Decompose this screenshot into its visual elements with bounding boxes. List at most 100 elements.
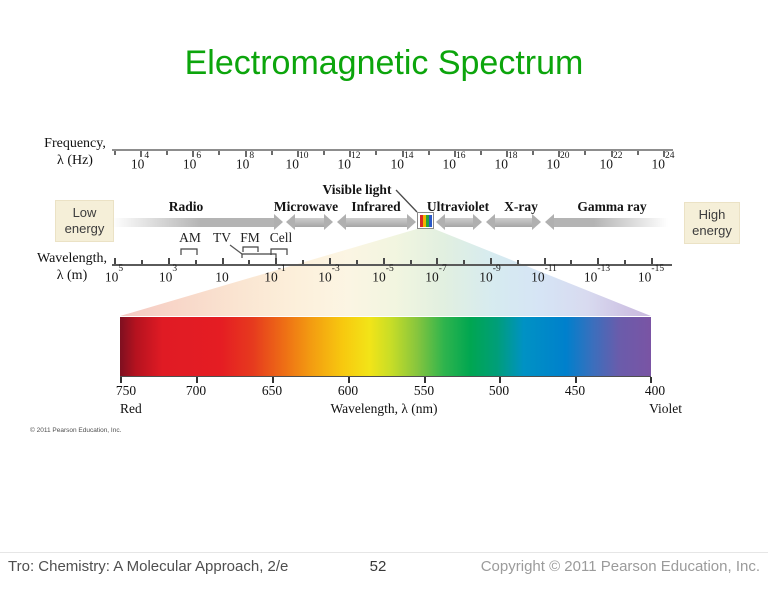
axis-tick-mark [410,260,412,264]
figure-credit: © 2011 Pearson Education, Inc. [30,427,122,434]
radio-band-label: Radio [168,199,204,214]
axis-tick-mark [218,151,220,155]
axis-tick-mark [348,377,350,383]
axis-tick-mark [329,258,331,264]
nm-tick-label: 750 [115,383,137,398]
visible-light-label: Visible light [322,182,392,197]
axis-tick-mark [570,260,572,264]
axis-tick-mark [275,258,277,264]
radio-subband-label-tv: TV [213,230,231,245]
swatch-blue-stripe [428,214,432,227]
axis-tick-mark [196,377,198,383]
frequency-axis-label-line1: Frequency, [44,136,106,151]
high-energy-label-line1: High [698,207,726,222]
axis-tick-mark [624,260,626,264]
axis-tick-mark [114,151,116,155]
radio-subband-label-fm: FM [240,230,260,245]
infrared-band-label: Infrared [351,199,401,214]
nm-tick-label: 650 [261,383,283,398]
wave-tick-label: 103 [158,264,178,285]
cell-range-bracket [270,248,288,255]
gamma-left-arrowhead-icon [545,214,554,230]
swatch-green-stripe [425,214,429,227]
wave-tick-label: 10-9 [479,264,501,285]
axis-tick-mark [248,260,250,264]
axis-tick-mark [195,260,197,264]
axis-tick-mark [663,151,665,157]
axis-tick-mark [499,377,501,383]
tv-pointer-line [229,244,243,255]
wave-tick-label: 10-1 [264,264,286,285]
high-energy-box: High energy [684,202,740,244]
axis-tick-mark [611,151,613,157]
axis-tick-mark [323,151,325,155]
freq-tick-label: 1024 [651,151,675,172]
xray-band-label: X-ray [504,199,538,214]
axis-tick-mark [506,151,508,157]
microwave-band-label: Microwave [273,199,339,214]
wave-tick-label: 10-7 [425,264,447,285]
visible-light-swatch [417,212,434,229]
axis-tick-mark [297,151,299,157]
freq-tick-label: 1014 [390,151,414,172]
nm-tick-label: 400 [644,383,666,398]
freq-tick-label: 1010 [285,151,309,172]
ultraviolet-band-bar [445,218,473,227]
visible-spectrum-bar [120,317,651,377]
low-energy-label-line1: Low [72,205,97,220]
axis-tick-mark [222,258,224,264]
axis-tick-mark [532,151,534,155]
wave-tick-label: 10 [215,269,229,285]
axis-tick-mark [517,260,519,264]
axis-tick-mark [558,151,560,157]
axis-tick-mark [463,260,465,264]
wavelength-axis-label-line2: λ (m) [56,268,88,283]
axis-tick-mark [436,258,438,264]
axis-tick-mark [637,151,639,155]
axis-tick-mark [245,151,247,157]
wavelength-axis-label-line1: Wavelength, [36,251,107,266]
freq-tick-label: 1018 [494,151,518,172]
axis-tick-mark [424,377,426,383]
axis-tick-mark [120,377,122,383]
footer-page-number: 52 [369,558,387,575]
ultraviolet-right-arrowhead-icon [473,214,482,230]
nm-tick-label: 450 [564,383,586,398]
freq-tick-label: 1012 [337,151,361,172]
swatch-red-stripe [419,214,423,227]
frequency-axis-line [112,149,673,151]
wave-tick-label: 105 [104,264,124,285]
low-energy-label-line2: energy [64,221,105,236]
axis-tick-mark [114,258,116,264]
axis-tick-mark [271,151,273,155]
nm-tick-label: 700 [185,383,207,398]
fm-range-bracket [242,246,259,252]
low-energy-box: Low energy [55,200,114,242]
high-energy-label-line2: energy [692,223,732,238]
radio-band-bar [112,218,274,227]
page-title: Electromagnetic Spectrum [184,44,584,82]
wave-tick-label: 10-11 [531,264,557,285]
axis-tick-mark [454,151,456,157]
axis-tick-mark [302,260,304,264]
footer-divider [0,552,768,553]
axis-tick-mark [140,151,142,157]
xray-band-bar [495,218,532,227]
axis-tick-mark [490,258,492,264]
axis-tick-mark [650,377,652,383]
wave-tick-label: 10-5 [372,264,394,285]
axis-tick-mark [356,260,358,264]
xray-right-arrowhead-icon [532,214,541,230]
freq-tick-label: 1020 [546,151,570,172]
axis-tick-mark [349,151,351,157]
axis-tick-mark [480,151,482,155]
axis-tick-mark [428,151,430,155]
freq-tick-label: 106 [182,151,202,172]
wavelength-axis-line [112,264,672,266]
axis-tick-mark [192,151,194,157]
ultraviolet-band-label: Ultraviolet [426,199,490,214]
axis-tick-mark [402,151,404,157]
gamma-band-label: Gamma ray [577,199,647,214]
freq-tick-label: 104 [130,151,150,172]
